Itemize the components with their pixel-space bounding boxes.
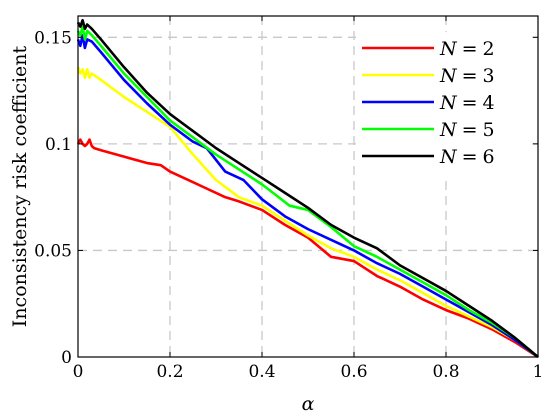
- series-line-5: [76, 18, 539, 358]
- legend-box: [356, 32, 532, 175]
- series-line-2: [76, 66, 539, 359]
- axis-ticks: [77, 16, 539, 358]
- x-tick-label: 1: [533, 362, 544, 382]
- legend-label: N = 6: [439, 146, 495, 168]
- x-tick-label: 0.2: [156, 362, 183, 382]
- y-tick-label: 0.05: [34, 241, 72, 261]
- series-lines: [76, 18, 539, 359]
- y-tick-label: 0.15: [34, 28, 72, 48]
- x-tick-label: 0.4: [248, 362, 275, 382]
- legend-label: N = 2: [439, 38, 495, 60]
- y-axis-label: Inconsistency risk coefficient: [9, 45, 31, 327]
- y-tick-label: 0: [61, 348, 72, 368]
- legend-label: N = 4: [439, 92, 495, 114]
- x-tick-label: 0.6: [340, 362, 367, 382]
- x-tick-label: 0: [73, 362, 84, 382]
- x-tick-label: 0.8: [432, 362, 459, 382]
- axes-box: [77, 15, 539, 358]
- y-tick-label: 0.1: [45, 135, 72, 155]
- legend-label: N = 5: [439, 119, 495, 141]
- legend: N = 2 N = 3 N = 4 N = 5 N = 6: [356, 32, 532, 175]
- legend-label: N = 3: [439, 65, 495, 87]
- y-tick-labels: 0 0.05 0.1 0.15: [34, 28, 72, 368]
- series-line-1: [76, 138, 539, 359]
- x-axis-label: α: [302, 393, 315, 415]
- series-line-3: [76, 33, 539, 359]
- x-tick-labels: 0 0.2 0.4 0.6 0.8 1: [73, 362, 544, 382]
- series-line-4: [76, 25, 539, 358]
